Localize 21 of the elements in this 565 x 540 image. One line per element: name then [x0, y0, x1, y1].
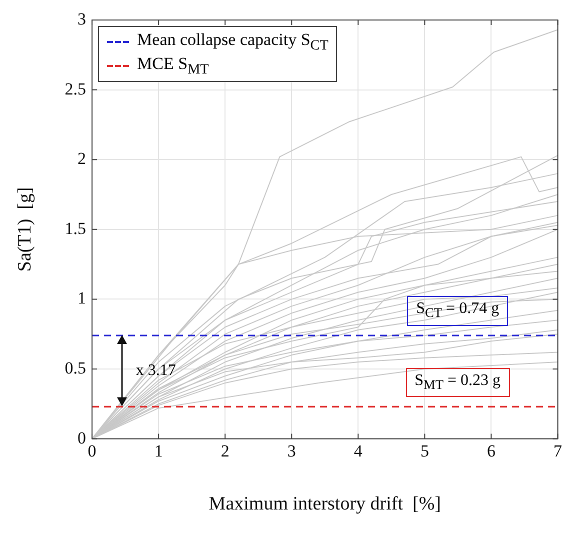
y-tick-label: 0.5	[64, 358, 86, 378]
x-tick-label: 6	[486, 441, 496, 460]
x-tick-label: 3	[287, 441, 296, 460]
x-tick-label: 5	[420, 441, 429, 460]
legend-label: Mean collapse capacity S$_{CT}$	[137, 30, 328, 54]
y-tick-label: 0	[78, 428, 86, 448]
x-tick-label: 4	[354, 441, 363, 460]
annotation: S$_{MT}$ = 0.23 g	[406, 368, 510, 397]
x-axis-title: Maximum interstory drift [%]	[208, 494, 441, 515]
y-tick-label: 2	[78, 149, 86, 168]
y-tick-label: 3	[78, 9, 86, 28]
y-tick-label: 1	[78, 288, 86, 308]
x-tick-label: 7	[554, 441, 562, 460]
legend-label: MCE S$_{MT}$	[137, 54, 209, 78]
y-tick-label: 2.5	[64, 79, 86, 98]
x-tick-label: 2	[220, 441, 230, 460]
y-tick-label: 1.5	[64, 218, 86, 238]
y-axis-title: Sa(T1) [g]	[14, 187, 36, 272]
annotation: S$_{CT}$ = 0.74 g	[407, 296, 508, 326]
x-tick-label: 1	[154, 441, 163, 460]
annotation: x 3.17	[134, 361, 177, 382]
